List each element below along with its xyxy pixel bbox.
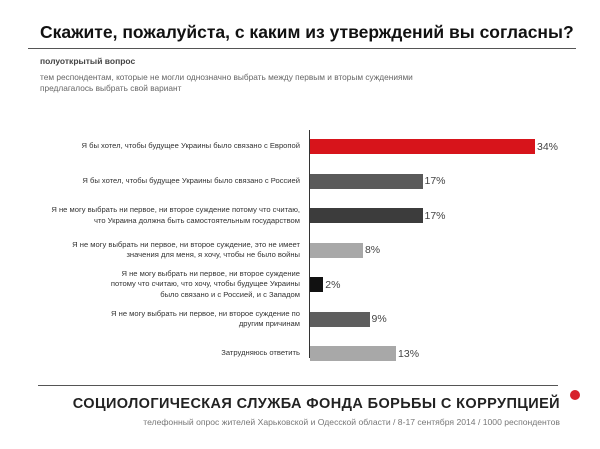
category-label-line: Я бы хотел, чтобы будущее Украины было с… [81, 141, 301, 151]
question-type-label: полуоткрытый вопрос [40, 56, 136, 66]
bar-value-label: 17% [424, 209, 446, 222]
category-label-line: потому что считаю, что хочу, чтобы будущ… [110, 279, 300, 289]
bar [310, 208, 423, 223]
note-line-2: предлагалось выбрать свой вариант [40, 82, 182, 93]
bar-value-label: 17% [424, 175, 446, 187]
chart-title: Скажите, пожалуйста, с каким из утвержде… [40, 22, 574, 42]
methodology-note: тем респондентам, которые не могли одноз… [40, 72, 560, 93]
category-label-line: Я не могу выбрать ни первое, ни второе с… [111, 308, 300, 318]
category-label-line: значения для меня, я хочу, чтобы не было… [126, 250, 300, 259]
title-divider [28, 48, 576, 49]
category-label-line: Я бы хотел, чтобы будущее Украины было с… [82, 175, 300, 185]
category-label: Я не могу выбрать ни первое, ни второе с… [40, 309, 300, 330]
bar-value-label: 8% [364, 244, 381, 256]
red-dot-logo [570, 390, 580, 400]
category-label-line: другим причинам [238, 319, 300, 328]
category-label-line: было связано и с Россией, и с Западом [160, 289, 300, 299]
organization-name: СОЦИОЛОГИЧЕСКАЯ СЛУЖБА ФОНДА БОРЬБЫ С КО… [72, 396, 560, 412]
bar [310, 311, 370, 327]
category-label: Я не могу выбрать ни первое, ни второе с… [40, 205, 300, 226]
category-label-line: Я не могу выбрать ни первое, ни второе с… [51, 205, 300, 214]
category-label-line: Я не могу выбрать ни первое, ни второе с… [72, 239, 300, 249]
category-label: Я не могу выбрать ни первое, ни второе с… [40, 269, 300, 301]
bar-value-label: 2% [325, 278, 341, 291]
footer-divider [38, 385, 558, 386]
category-label-line: Я не могу выбрать ни первое, ни второе с… [121, 268, 300, 278]
category-label: Я бы хотел, чтобы будущее Украины было с… [40, 176, 300, 187]
bar-value-label: 13% [398, 347, 420, 360]
bar [310, 173, 423, 189]
note-line-1: тем респондентам, которые не могли одноз… [40, 72, 413, 82]
category-label-line: Затрудняюсь ответить [221, 348, 300, 358]
category-label: Я не могу выбрать ни первое, ни второе с… [40, 240, 300, 261]
bar [310, 277, 324, 292]
bar-value-label: 9% [371, 313, 387, 325]
category-label-line: что Украина должна быть самостоятельным … [93, 215, 300, 225]
bar [310, 242, 363, 258]
bar [310, 346, 397, 361]
category-label: Затрудняюсь ответить [40, 348, 300, 359]
bar-value-label: 34% [537, 140, 559, 153]
bar [310, 139, 535, 154]
category-axis-line [309, 130, 310, 358]
category-label: Я бы хотел, чтобы будущее Украины было с… [40, 141, 301, 152]
survey-source: телефонный опрос жителей Харьковской и О… [143, 417, 560, 427]
